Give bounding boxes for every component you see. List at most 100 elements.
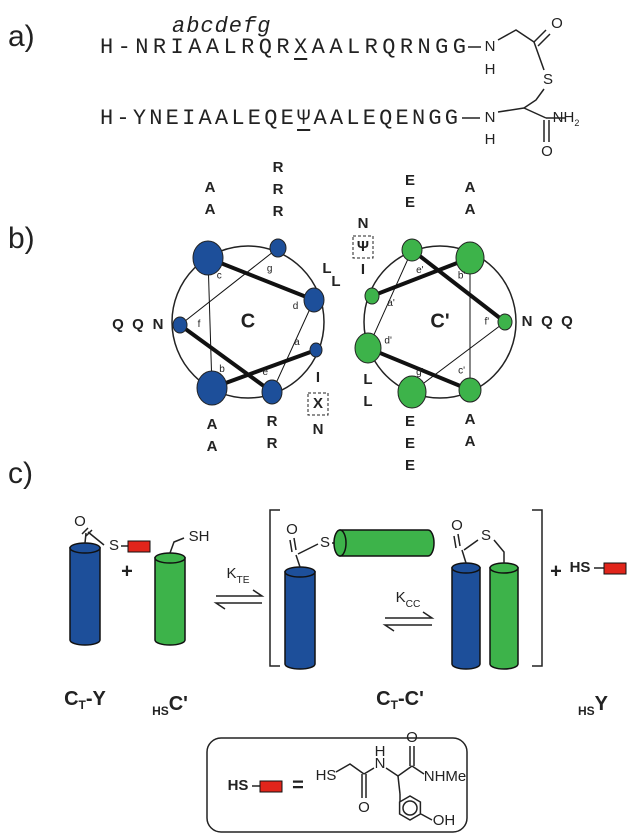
atom: O <box>358 799 370 816</box>
heptad-letter: c <box>217 271 222 282</box>
atom: OH <box>433 812 456 829</box>
helix-cylinder <box>285 572 315 669</box>
residue-letter: Q <box>541 313 553 330</box>
helix-name: C' <box>430 310 449 332</box>
residue-node <box>365 288 379 304</box>
residue-letter: E <box>405 457 415 474</box>
panel-label: a) <box>8 20 35 53</box>
main-text: K <box>396 589 406 606</box>
legend-lhs: HS <box>228 777 249 794</box>
atom: O <box>406 729 418 746</box>
heptad-positions: abcdefg <box>172 14 271 39</box>
main-text: -Y <box>86 688 107 710</box>
residue-node <box>498 314 512 330</box>
heptad-letter: b' <box>458 271 466 282</box>
helix-cylinder <box>340 530 434 556</box>
species-label: CT-Y <box>64 688 106 712</box>
main-text: C <box>64 688 78 710</box>
atom: O <box>286 521 298 538</box>
residue-letter: I <box>361 261 365 278</box>
residue-node <box>398 376 426 408</box>
helix-cylinder <box>490 568 518 669</box>
residue-letter: E <box>405 172 415 189</box>
heptad-letter: c' <box>458 366 465 377</box>
helix-cylinder <box>452 568 480 669</box>
residue-letter: R <box>267 413 278 430</box>
thioester-tag <box>604 563 626 574</box>
heptad-letter: e <box>262 367 268 378</box>
atom: HS <box>570 559 591 576</box>
marked-residue: Ψ <box>297 106 310 131</box>
residue-letter: Ψ <box>357 238 369 255</box>
heptad-letter: d <box>293 301 299 312</box>
main-text: -C' <box>398 688 424 710</box>
panel-label: b) <box>8 222 35 255</box>
atom: N <box>485 109 496 126</box>
residue-letter: L <box>322 260 331 277</box>
main-text: K <box>226 565 236 582</box>
residue-letter: N <box>522 313 533 330</box>
atom: S <box>109 537 119 554</box>
residue-letter: E <box>405 194 415 211</box>
sequence-part: AALRQRNGG <box>312 35 466 60</box>
residue-node <box>402 239 422 261</box>
cylinder-top <box>490 563 518 573</box>
main-text: C <box>376 688 390 710</box>
residue-node <box>197 371 227 405</box>
heptad-letter: f' <box>484 317 489 328</box>
page: a)abcdefgH-NRIAALRQRXAALRQRNGGH-YNEIAALE… <box>0 0 633 836</box>
heptad-letter: g <box>267 263 273 274</box>
residue-letter: R <box>273 203 284 220</box>
residue-letter: A <box>207 438 218 455</box>
atom: SH <box>189 528 210 545</box>
residue-node <box>270 239 286 257</box>
helix-cylinder <box>70 548 100 645</box>
residue-letter: Q <box>132 316 144 333</box>
atom: S <box>543 71 553 88</box>
thioester-tag <box>128 541 150 552</box>
cylinder-top <box>70 543 100 553</box>
residue-letter: L <box>363 371 372 388</box>
cylinder-top <box>285 567 315 577</box>
main-text: Y <box>595 693 609 715</box>
equals-sign: = <box>292 774 304 796</box>
residue-node <box>304 288 324 312</box>
atom: N <box>485 38 496 55</box>
residue-letter: A <box>465 433 476 450</box>
residue-letter: E <box>405 435 415 452</box>
atom: H <box>485 61 496 78</box>
subscript: HS <box>578 704 595 718</box>
heptad-letter: d' <box>384 335 392 346</box>
subscript: HS <box>152 704 169 718</box>
plus-sign: + <box>550 560 562 582</box>
atom: O <box>74 513 86 530</box>
panel-label: c) <box>8 457 33 490</box>
residue-letter: A <box>465 411 476 428</box>
atom: O <box>551 15 563 32</box>
sequence-part: AALEQENGG <box>313 106 458 131</box>
residue-letter: N <box>358 215 369 232</box>
atom: H <box>375 743 386 760</box>
helix-name: C <box>241 310 255 332</box>
residue-node <box>173 317 187 333</box>
subscript: 2 <box>574 118 579 128</box>
main-text: NH <box>553 109 575 126</box>
atom: NHMe <box>424 768 467 785</box>
helix-cylinder <box>155 558 185 645</box>
residue-letter: R <box>273 181 284 198</box>
subscript: CC <box>406 599 421 610</box>
residue-letter: A <box>205 179 216 196</box>
residue-node <box>262 380 282 404</box>
cylinder-top <box>452 563 480 573</box>
residue-letter: R <box>267 435 278 452</box>
residue-node <box>456 242 484 274</box>
residue-node <box>310 343 322 357</box>
heptad-letter: e' <box>416 265 424 276</box>
residue-letter: I <box>316 369 320 386</box>
residue-letter: A <box>465 201 476 218</box>
cylinder-end <box>334 530 346 556</box>
figure: a)abcdefgH-NRIAALRQRXAALRQRNGGH-YNEIAALE… <box>0 0 633 836</box>
atom: O <box>541 143 553 160</box>
atom: S <box>320 534 330 551</box>
